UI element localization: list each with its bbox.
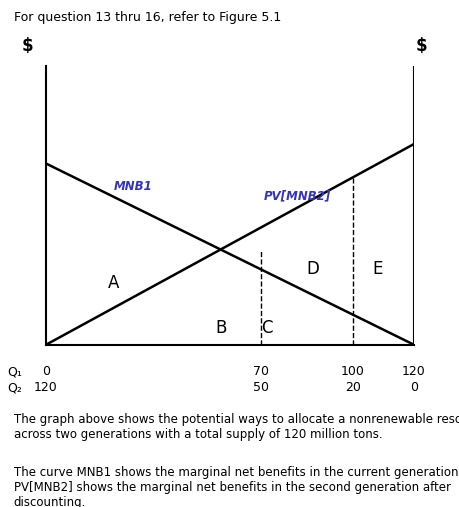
Text: A: A [107, 274, 119, 293]
Text: $: $ [414, 37, 426, 55]
Text: Q₂: Q₂ [7, 381, 22, 394]
Text: The curve MNB1 shows the marginal net benefits in the current generation and
PV[: The curve MNB1 shows the marginal net be… [14, 466, 459, 507]
Text: 120: 120 [401, 365, 425, 378]
Text: The graph above shows the potential ways to allocate a nonrenewable resource
acr: The graph above shows the potential ways… [14, 413, 459, 441]
Text: $: $ [22, 37, 34, 55]
Text: 0: 0 [42, 365, 50, 378]
Text: For question 13 thru 16, refer to Figure 5.1: For question 13 thru 16, refer to Figure… [14, 11, 280, 24]
Text: D: D [306, 261, 319, 278]
Text: PV[MNB2]: PV[MNB2] [263, 190, 330, 203]
Text: B: B [215, 319, 226, 337]
Text: 70: 70 [252, 365, 268, 378]
Text: 0: 0 [409, 381, 417, 394]
Text: MNB1: MNB1 [113, 180, 152, 193]
Text: C: C [261, 319, 272, 337]
Text: Q₁: Q₁ [7, 365, 22, 378]
Text: 100: 100 [340, 365, 364, 378]
Text: E: E [371, 261, 381, 278]
Text: 120: 120 [34, 381, 58, 394]
Text: 50: 50 [252, 381, 268, 394]
Text: 20: 20 [344, 381, 360, 394]
